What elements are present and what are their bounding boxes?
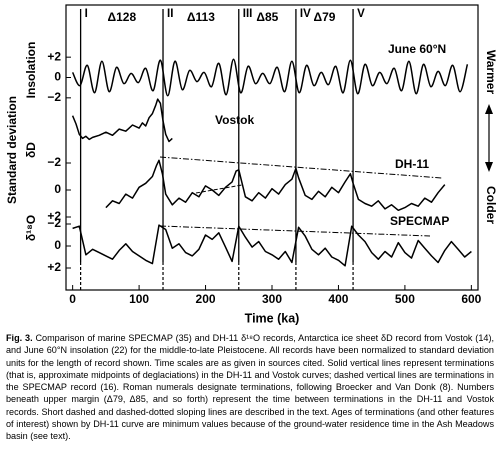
series-label: DH-11 — [395, 157, 429, 171]
caption: Fig. 3. Comparison of marine SPECMAP (35… — [6, 332, 494, 443]
y-tick-label: −2 — [47, 216, 61, 230]
y-tick-label: +2 — [47, 49, 61, 63]
termination-label: I — [85, 8, 88, 20]
caption-label: Fig. 3. — [6, 333, 33, 343]
colder-label: Colder — [484, 186, 498, 224]
panel-label: δ¹⁸O — [24, 215, 38, 241]
y-tick-label: +2 — [47, 209, 61, 223]
figure: Standard deviation Insolation δD δ¹⁸O Wa… — [5, 4, 498, 325]
dashed-line — [195, 184, 243, 194]
y-tick-label: +2 — [47, 260, 61, 274]
interval-label: Δ128 — [107, 10, 136, 24]
termination-label: III — [243, 8, 253, 20]
x-tick-label: 400 — [328, 292, 348, 306]
x-tick-label: 200 — [196, 292, 216, 306]
warmer-label: Warmer — [484, 50, 498, 95]
series-line — [105, 159, 446, 212]
x-tick-label: 100 — [129, 292, 149, 306]
series-line — [71, 98, 173, 143]
x-tick-label: 300 — [262, 292, 282, 306]
panel-label: Insolation — [24, 42, 38, 99]
x-axis-title: Time (ka) — [245, 311, 300, 325]
y-axis-title: Standard deviation — [5, 96, 19, 204]
dash-dot-line — [159, 156, 443, 179]
panel-label: δD — [24, 142, 38, 158]
y-tick-label: −2 — [47, 155, 61, 169]
y-tick-label: 0 — [54, 70, 61, 84]
series-line — [72, 224, 472, 267]
y-tick-label: 0 — [54, 238, 61, 252]
series-label: June 60°N — [388, 42, 446, 56]
y-tick-label: 0 — [54, 182, 61, 196]
caption-text: Comparison of marine SPECMAP (35) and DH… — [6, 333, 495, 442]
termination-label: V — [357, 8, 365, 20]
interval-label: Δ79 — [314, 10, 336, 24]
series-label: Vostok — [215, 113, 254, 127]
termination-label: II — [167, 8, 173, 20]
x-tick-label: 500 — [395, 292, 415, 306]
termination-label: IV — [300, 8, 311, 20]
x-tick-label: 600 — [461, 292, 481, 306]
y-tick-label: −2 — [47, 90, 61, 104]
interval-label: Δ113 — [187, 10, 215, 24]
interval-label: Δ85 — [256, 10, 278, 24]
series-line — [71, 58, 469, 97]
x-tick-label: 0 — [69, 292, 76, 306]
series-label: SPECMAP — [390, 214, 449, 228]
dash-dot-line — [159, 225, 431, 237]
